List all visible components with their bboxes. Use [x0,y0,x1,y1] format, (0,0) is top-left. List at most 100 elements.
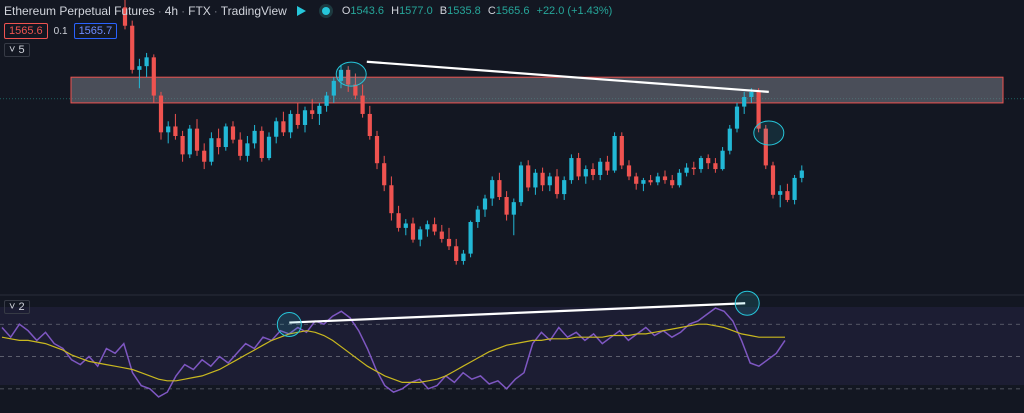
indicators-collapse-button[interactable]: ˅ 5 [4,43,30,57]
candle-body [367,113,372,136]
highlight-circle [335,61,367,87]
symbol-title[interactable]: Ethereum Perpetual Futures [4,4,155,18]
candle-body [122,7,128,26]
rsi-panel-background [0,307,1024,385]
rsi-ma-line [1,323,785,383]
close-label: C [487,5,496,17]
candle-body [187,128,192,155]
candle-body [648,180,653,183]
candle-body [338,69,344,81]
candle-body [288,113,293,133]
rsi-highlight-circle [276,312,302,338]
sell-price-button[interactable]: 1565.6 [4,23,48,39]
timeframe-label[interactable]: 4h [164,4,179,18]
rsi-line [1,307,786,398]
candle-body [324,95,329,106]
candle-body [403,223,408,228]
candle-body [166,126,171,133]
rsi-highlight-circle [734,290,760,316]
candle-body [547,176,552,186]
candle-body [202,150,207,162]
candle-body [497,180,502,198]
spread-value: 0.1 [53,25,68,37]
candle-body [209,138,214,162]
candle-body [655,176,660,183]
candle-body [274,121,279,137]
candle-body [194,128,200,151]
highlight-circle [753,120,785,146]
candle-body [468,222,473,254]
candle-body [792,177,797,200]
candle-body [533,172,538,188]
exchange-label: FTX [188,4,211,18]
candle-body [518,165,524,203]
candle-body [490,180,495,199]
candle-body [605,161,610,171]
candle-body [742,97,747,107]
candle-body [749,91,754,98]
candle-body [418,229,423,240]
ohlc-values: O1543.6 H1577.0 B1535.8 C1565.6 +22.0 (+… [342,5,617,17]
candle-body [173,126,178,136]
price-trendline [366,60,769,93]
candle-body [475,209,480,223]
buy-price-button[interactable]: 1565.7 [73,23,118,39]
candle-body [360,95,365,114]
candle-body [554,176,560,195]
candle-body [130,25,135,70]
candle-body [158,95,164,133]
candle-body [230,126,236,140]
candle-body [756,91,761,129]
separator-dot: · [157,4,162,18]
candle-body [223,126,228,148]
candle-body [439,231,444,239]
candle-body [684,167,689,173]
high-value: 1577.0 [399,5,433,17]
candle-body [310,110,315,114]
change-value: +22.0 (+1.43%) [536,5,613,17]
separator-dot: · [181,4,186,18]
rsi-collapse-button[interactable]: ˅ 2 [4,300,30,314]
candle-body [583,169,588,177]
separator-dot: · [213,4,218,18]
candle-body [569,158,574,181]
candle-body [446,238,452,247]
candle-body [346,69,351,85]
high-label: H [391,5,400,17]
low-label: B [439,5,448,17]
candle-body [706,158,711,164]
candle-body [598,161,603,175]
candle-body [713,163,718,170]
candle-body [641,180,646,184]
candle-body [252,130,257,144]
candle-body [454,246,459,261]
candle-body [238,139,243,156]
flag-icon[interactable] [296,6,306,16]
rsi-divergence-line [289,302,746,324]
candle-body [504,197,509,215]
candle-body [590,169,596,175]
candle-body [720,150,725,170]
candle-body [727,128,732,151]
candle-body [137,66,142,70]
candle-body [302,110,308,125]
resistance-zone [70,76,1004,104]
candle-body [626,165,632,177]
candle-body [317,105,322,114]
candle-body [295,113,300,125]
candle-body [461,253,466,261]
candle-body [353,84,358,96]
bid-ask-row: 1565.6 0.1 1565.7 [4,23,118,39]
candle-body [180,136,185,155]
candle-body [382,163,387,186]
candle-body [763,128,768,166]
open-value: 1543.6 [350,5,385,17]
chart-header: Ethereum Perpetual Futures · 4h · FTX · … [4,4,616,18]
candle-body [734,106,740,129]
candle-body [691,167,696,170]
candle-body [396,213,401,228]
candle-body [662,176,668,181]
candle-body [540,172,545,186]
candle-body [511,202,516,215]
